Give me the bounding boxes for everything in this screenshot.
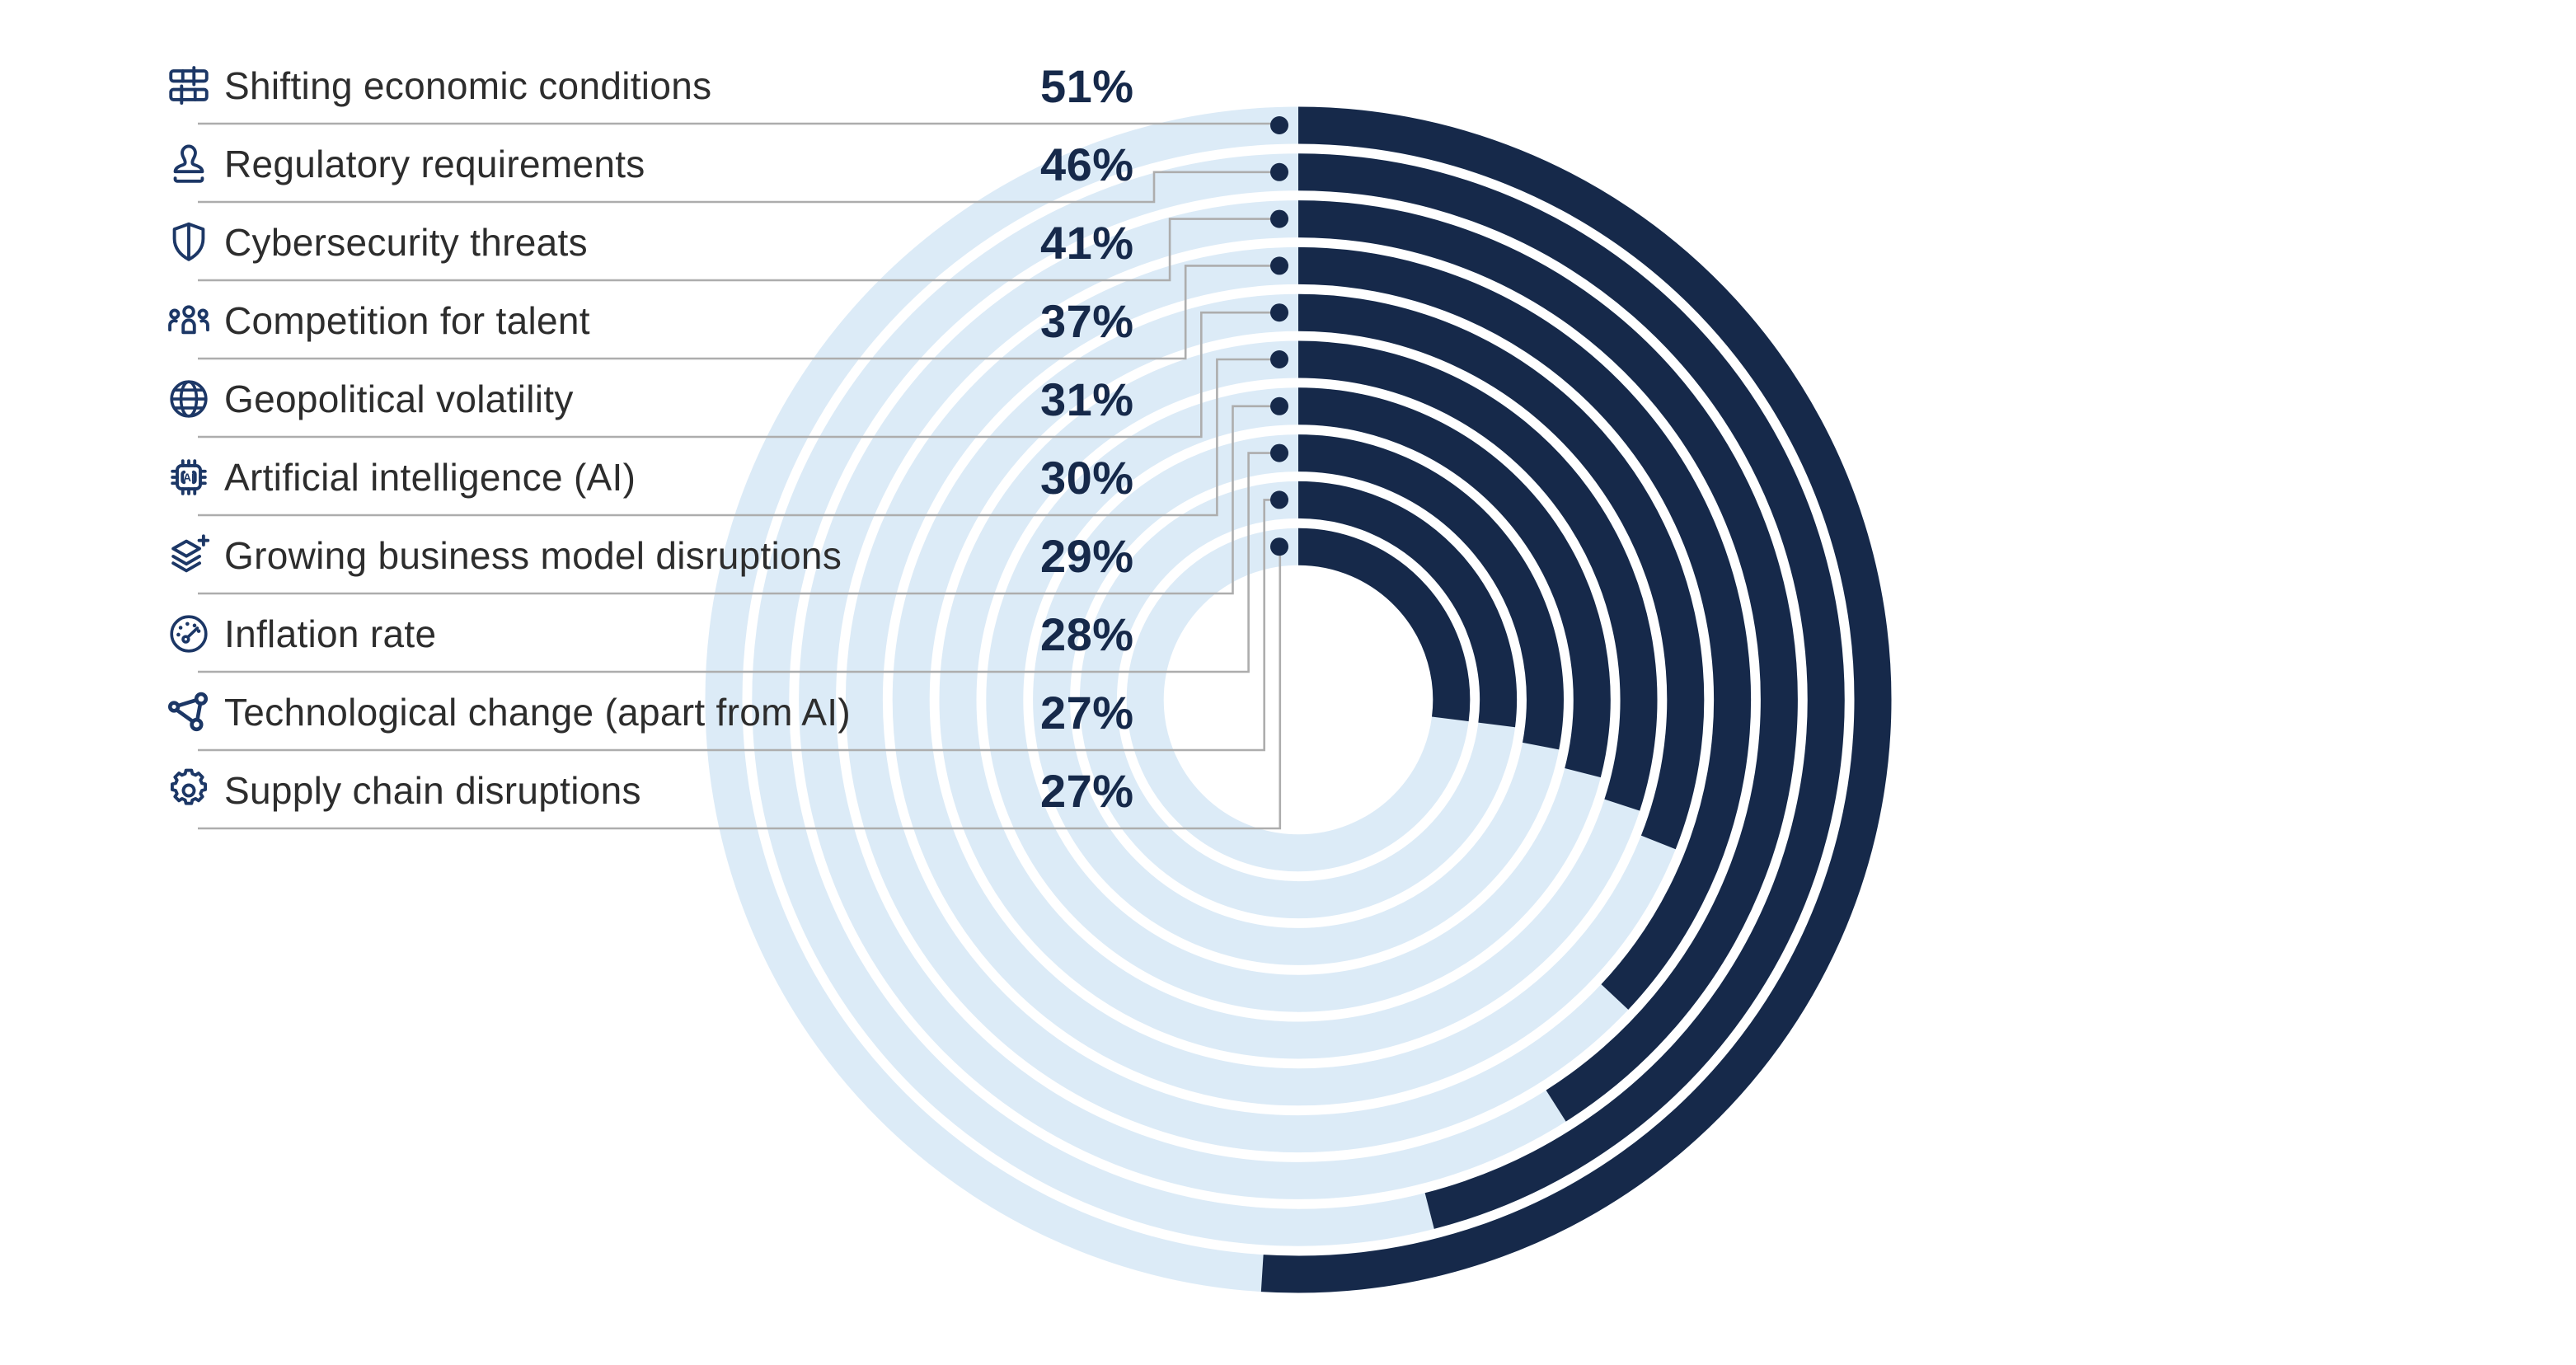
ring-dot-6 xyxy=(1270,396,1288,415)
ring-arc-2 xyxy=(1297,200,1798,1122)
risk-label: Inflation rate xyxy=(224,612,437,655)
ring-arc-5 xyxy=(1297,340,1658,811)
layers-plus-icon xyxy=(165,532,213,579)
legend-row: Growing business model disruptions 29% xyxy=(165,518,1261,593)
legend-row: Inflation rate 28% xyxy=(165,596,1261,672)
connector-line-5 xyxy=(198,358,1279,517)
legend-row: Competition for talent 37% xyxy=(165,283,1261,359)
risk-label: Growing business model disruptions xyxy=(224,534,842,577)
svg-text:AI: AI xyxy=(183,471,195,484)
ring-dot-2 xyxy=(1270,209,1288,228)
risk-label: Cybersecurity threats xyxy=(224,221,588,264)
risk-value: 41% xyxy=(1040,216,1134,269)
risk-value: 27% xyxy=(1040,686,1134,739)
connector-line-7 xyxy=(198,452,1279,673)
legend-row: Supply chain disruptions 27% xyxy=(165,753,1261,828)
ring-arc-9 xyxy=(1297,528,1471,722)
ring-arc-4 xyxy=(1297,293,1705,850)
risk-value: 30% xyxy=(1040,451,1134,504)
connector-line-4 xyxy=(198,311,1279,439)
risk-value: 51% xyxy=(1040,59,1134,112)
risk-value: 29% xyxy=(1040,529,1134,582)
legend-row: Technological change (apart from AI) 27% xyxy=(165,674,1261,750)
ring-dot-7 xyxy=(1270,443,1288,462)
globe-icon xyxy=(165,375,213,423)
risk-label: Supply chain disruptions xyxy=(224,769,641,812)
legend-row: Shifting economic conditions 51% xyxy=(165,48,1261,124)
gear-icon xyxy=(165,767,213,814)
connector-line-3 xyxy=(198,265,1279,360)
ring-arc-3 xyxy=(1297,246,1752,1010)
connector-line-1 xyxy=(198,171,1279,204)
connector-line-2 xyxy=(198,218,1279,282)
stamp-icon xyxy=(165,140,213,188)
risk-value: 31% xyxy=(1040,373,1134,425)
risk-label: Shifting economic conditions xyxy=(224,64,712,107)
ring-dot-9 xyxy=(1270,537,1288,556)
ring-arc-7 xyxy=(1297,434,1564,750)
risk-label: Artificial intelligence (AI) xyxy=(224,456,636,499)
risk-value: 46% xyxy=(1040,138,1134,190)
risk-value: 37% xyxy=(1040,294,1134,347)
risk-label: Regulatory requirements xyxy=(224,143,645,185)
ring-dot-3 xyxy=(1270,256,1288,275)
people-icon xyxy=(165,297,213,345)
risk-value: 27% xyxy=(1040,764,1134,817)
gauge-icon xyxy=(165,610,213,658)
ring-arc-1 xyxy=(1297,153,1845,1229)
ring-arc-6 xyxy=(1297,387,1611,778)
risk-label: Geopolitical volatility xyxy=(224,378,574,420)
connector-line-6 xyxy=(198,405,1279,595)
legend-row: Regulatory requirements 46% xyxy=(165,126,1261,202)
ring-dot-0 xyxy=(1270,116,1288,134)
ring-dot-8 xyxy=(1270,490,1288,509)
ai-chip-icon: AI xyxy=(165,453,213,501)
ring-dot-4 xyxy=(1270,303,1288,322)
ring-arc-0 xyxy=(1260,106,1892,1293)
network-icon xyxy=(165,688,213,736)
risk-value: 28% xyxy=(1040,607,1134,660)
ring-arc-8 xyxy=(1297,481,1518,728)
shield-icon xyxy=(165,218,213,266)
legend-row: Cybersecurity threats 41% xyxy=(165,204,1261,280)
risk-label: Competition for talent xyxy=(224,299,590,342)
risk-label: Technological change (apart from AI) xyxy=(224,691,851,734)
ring-dot-1 xyxy=(1270,162,1288,181)
legend-row: Geopolitical volatility 31% xyxy=(165,361,1261,437)
abacus-icon xyxy=(165,62,213,110)
ring-dot-5 xyxy=(1270,350,1288,368)
legend-row: AI Artificial intelligence (AI) 30% xyxy=(165,439,1261,515)
